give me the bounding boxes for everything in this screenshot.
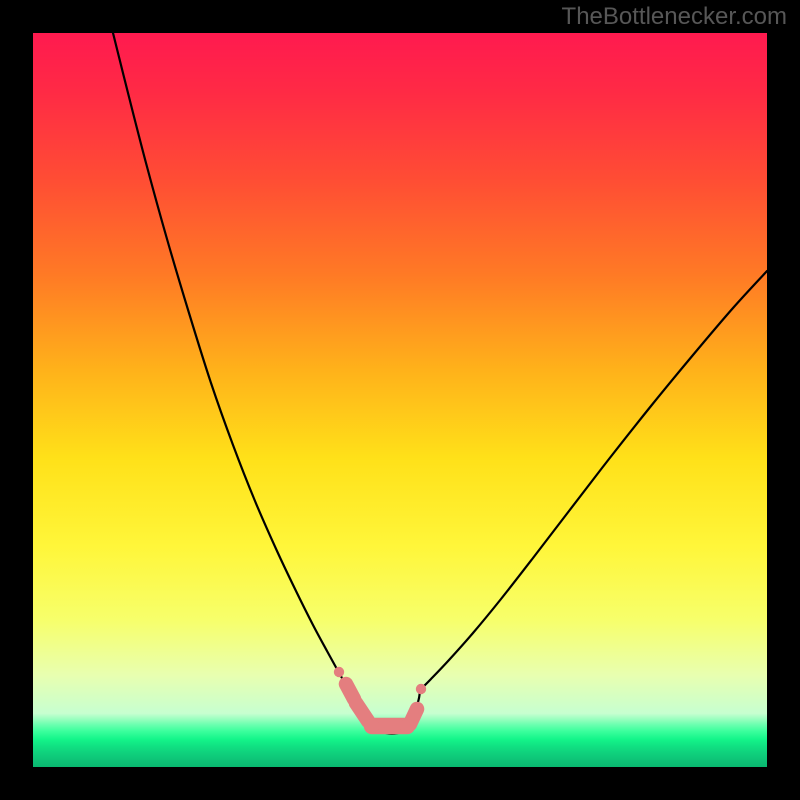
chart-svg: [33, 33, 767, 767]
marker-pill: [356, 703, 368, 721]
plot-area: [33, 33, 767, 767]
watermark-text: TheBottlenecker.com: [562, 3, 787, 31]
marker-dot: [334, 667, 344, 677]
marker-dot: [416, 684, 426, 694]
chart-stage: TheBottlenecker.com: [0, 0, 800, 800]
marker-endcap: [400, 719, 414, 733]
marker-endcap: [365, 719, 379, 733]
